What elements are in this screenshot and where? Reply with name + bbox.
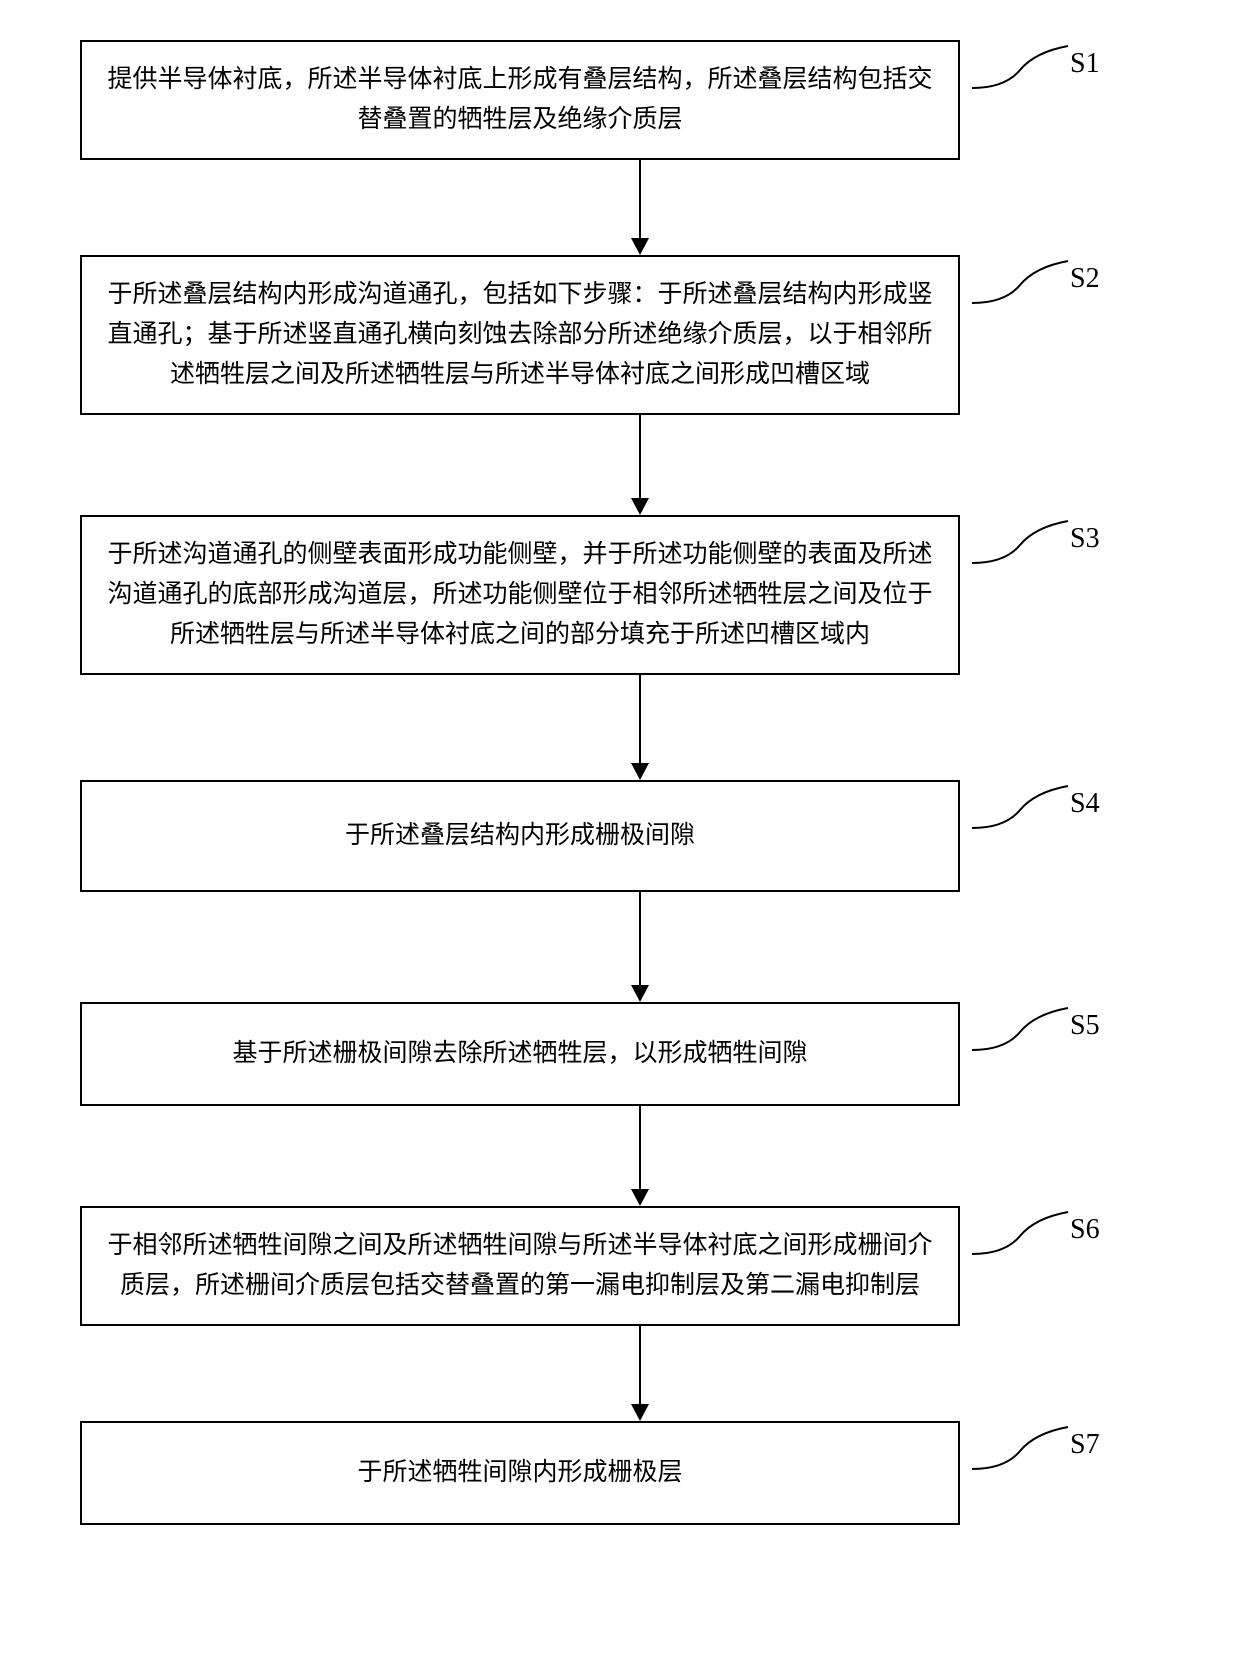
step-label: S7 <box>1070 1429 1100 1461</box>
step-s6: 于相邻所述牺牲间隙之间及所述牺牲间隙与所述半导体衬底之间形成栅间介质层，所述栅间… <box>80 1206 1200 1326</box>
bracket-icon <box>970 1002 1070 1052</box>
bracket-icon <box>970 40 1070 90</box>
step-box: 于所述沟道通孔的侧壁表面形成功能侧壁，并于所述功能侧壁的表面及所述沟道通孔的底部… <box>80 515 960 675</box>
step-text: 提供半导体衬底，所述半导体衬底上形成有叠层结构，所述叠层结构包括交替叠置的牺牲层… <box>106 60 934 140</box>
step-box: 于所述叠层结构内形成栅极间隙 <box>80 780 960 892</box>
step-label: S4 <box>1070 788 1100 820</box>
step-text: 于所述牺牲间隙内形成栅极层 <box>357 1453 682 1493</box>
bracket-icon <box>970 255 1070 305</box>
step-label-wrap: S6 <box>960 1206 1140 1266</box>
step-label: S1 <box>1070 48 1100 80</box>
step-label-wrap: S3 <box>960 515 1140 575</box>
arrow-wrap <box>200 892 1080 1002</box>
bracket-icon <box>970 1206 1070 1256</box>
step-box: 提供半导体衬底，所述半导体衬底上形成有叠层结构，所述叠层结构包括交替叠置的牺牲层… <box>80 40 960 160</box>
arrow-down-icon <box>625 892 655 1002</box>
step-text: 于所述叠层结构内形成栅极间隙 <box>345 816 695 856</box>
bracket-icon <box>970 515 1070 565</box>
step-text: 于所述叠层结构内形成沟道通孔，包括如下步骤：于所述叠层结构内形成竖直通孔；基于所… <box>106 275 934 395</box>
step-label-wrap: S2 <box>960 255 1140 315</box>
step-text: 于所述沟道通孔的侧壁表面形成功能侧壁，并于所述功能侧壁的表面及所述沟道通孔的底部… <box>106 535 934 655</box>
step-s3: 于所述沟道通孔的侧壁表面形成功能侧壁，并于所述功能侧壁的表面及所述沟道通孔的底部… <box>80 515 1200 675</box>
arrow-wrap <box>200 160 1080 255</box>
step-box: 于相邻所述牺牲间隙之间及所述牺牲间隙与所述半导体衬底之间形成栅间介质层，所述栅间… <box>80 1206 960 1326</box>
step-label: S5 <box>1070 1010 1100 1042</box>
step-box: 基于所述栅极间隙去除所述牺牲层，以形成牺牲间隙 <box>80 1002 960 1106</box>
step-label: S2 <box>1070 263 1100 295</box>
step-box: 于所述牺牲间隙内形成栅极层 <box>80 1421 960 1525</box>
arrow-wrap <box>200 1326 1080 1421</box>
step-s2: 于所述叠层结构内形成沟道通孔，包括如下步骤：于所述叠层结构内形成竖直通孔；基于所… <box>80 255 1200 415</box>
step-s7: 于所述牺牲间隙内形成栅极层 S7 <box>80 1421 1200 1525</box>
step-s4: 于所述叠层结构内形成栅极间隙 S4 <box>80 780 1200 892</box>
arrow-wrap <box>200 415 1080 515</box>
bracket-icon <box>970 780 1070 830</box>
step-box: 于所述叠层结构内形成沟道通孔，包括如下步骤：于所述叠层结构内形成竖直通孔；基于所… <box>80 255 960 415</box>
step-text: 于相邻所述牺牲间隙之间及所述牺牲间隙与所述半导体衬底之间形成栅间介质层，所述栅间… <box>106 1226 934 1306</box>
step-text: 基于所述栅极间隙去除所述牺牲层，以形成牺牲间隙 <box>232 1034 807 1074</box>
flowchart-container: 提供半导体衬底，所述半导体衬底上形成有叠层结构，所述叠层结构包括交替叠置的牺牲层… <box>0 0 1240 1565</box>
step-label-wrap: S4 <box>960 780 1140 840</box>
arrow-down-icon <box>625 1106 655 1206</box>
arrow-wrap <box>200 1106 1080 1206</box>
arrow-down-icon <box>625 1326 655 1421</box>
step-s1: 提供半导体衬底，所述半导体衬底上形成有叠层结构，所述叠层结构包括交替叠置的牺牲层… <box>80 40 1200 160</box>
arrow-down-icon <box>625 160 655 255</box>
step-label-wrap: S7 <box>960 1421 1140 1481</box>
step-label-wrap: S1 <box>960 40 1140 100</box>
step-label-wrap: S5 <box>960 1002 1140 1062</box>
bracket-icon <box>970 1421 1070 1471</box>
step-s5: 基于所述栅极间隙去除所述牺牲层，以形成牺牲间隙 S5 <box>80 1002 1200 1106</box>
arrow-down-icon <box>625 415 655 515</box>
step-label: S6 <box>1070 1214 1100 1246</box>
step-label: S3 <box>1070 523 1100 555</box>
arrow-wrap <box>200 675 1080 780</box>
arrow-down-icon <box>625 675 655 780</box>
